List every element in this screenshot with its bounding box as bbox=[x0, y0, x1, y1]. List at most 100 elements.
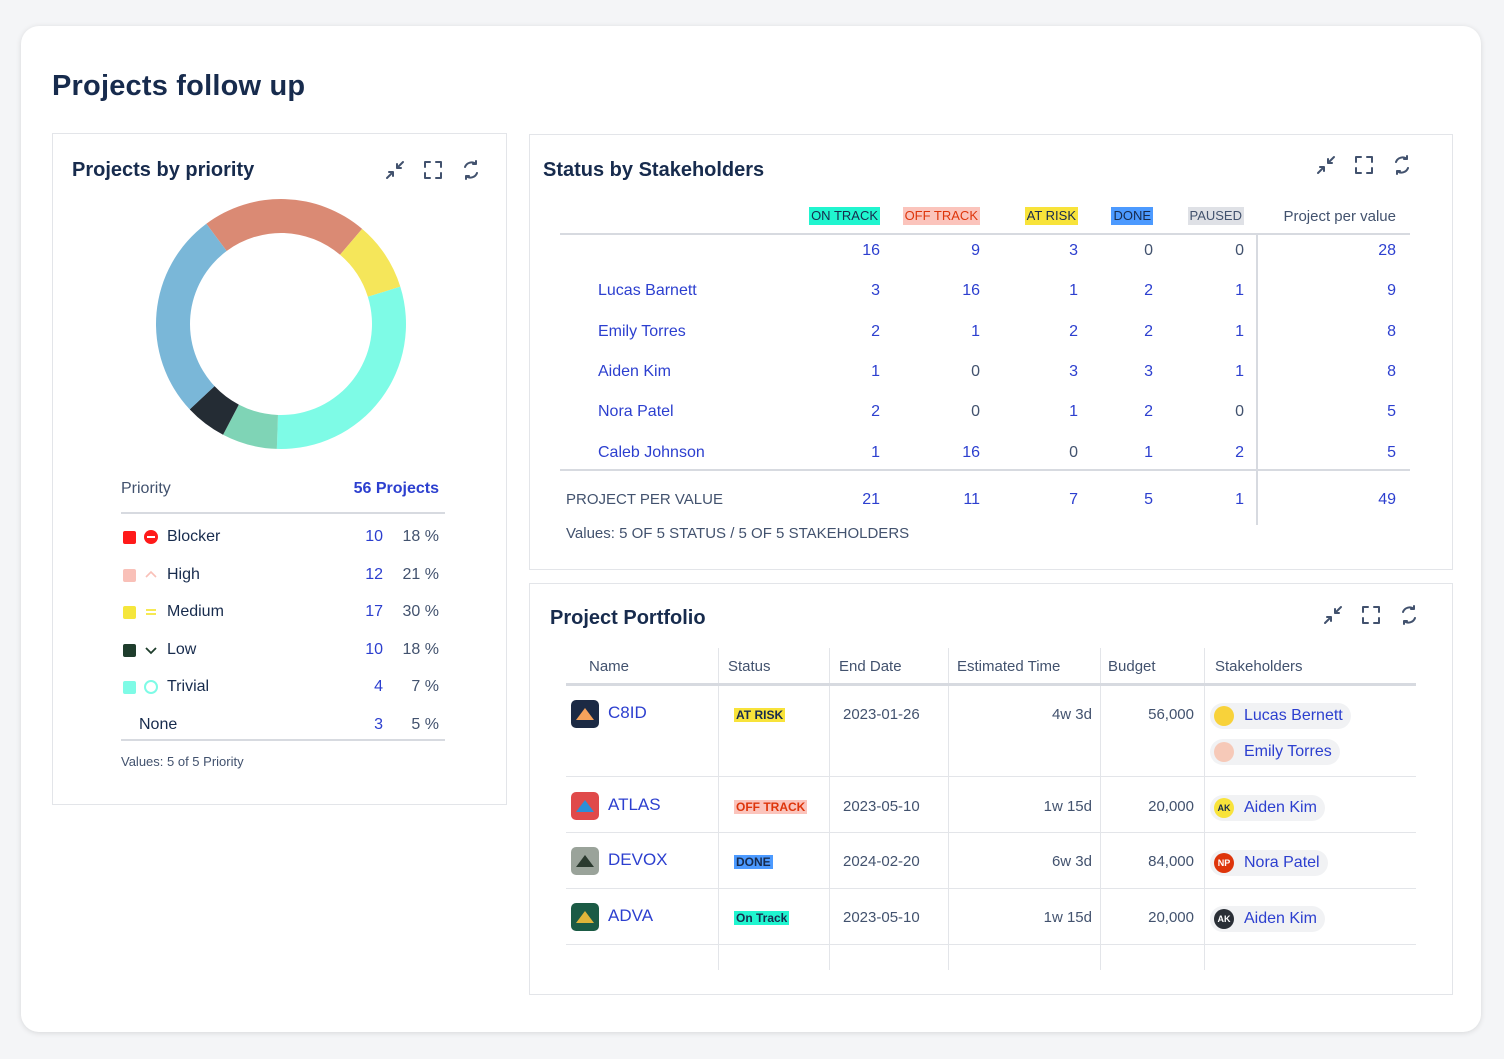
donut-segment-trivial[interactable] bbox=[276, 286, 406, 450]
stakeholder-value[interactable]: 1 bbox=[871, 362, 880, 380]
stakeholder-chip[interactable]: AK Aiden Kim bbox=[1210, 795, 1325, 821]
stakeholder-chip[interactable]: NP Nora Patel bbox=[1210, 850, 1328, 876]
footer-value[interactable]: 5 bbox=[1144, 491, 1153, 508]
stakeholder-value[interactable]: 1 bbox=[871, 443, 880, 461]
stakeholder-value[interactable]: 3 bbox=[871, 282, 880, 300]
stakeholder-value[interactable]: 16 bbox=[962, 282, 980, 300]
priority-row[interactable]: Blocker 10 18 % bbox=[121, 526, 445, 563]
stakeholder-value[interactable]: 2 bbox=[1235, 443, 1244, 461]
donut-segment-low[interactable] bbox=[223, 404, 278, 449]
donut-segment-high[interactable] bbox=[206, 199, 363, 255]
priority-count[interactable]: 17 bbox=[365, 603, 383, 620]
project-name-link[interactable]: ADVA bbox=[608, 906, 654, 925]
priority-count[interactable]: 10 bbox=[365, 528, 383, 545]
footer-value[interactable]: 21 bbox=[862, 491, 880, 508]
stakeholder-name[interactable]: Aiden Kim bbox=[598, 362, 671, 380]
stakeholder-value[interactable]: 2 bbox=[1144, 282, 1153, 300]
column-header[interactable]: Stakeholders bbox=[1215, 658, 1303, 675]
stakeholder-value[interactable]: 3 bbox=[1144, 362, 1153, 380]
stakeholder-value[interactable]: 0 bbox=[971, 362, 980, 380]
stakeholder-value[interactable]: 2 bbox=[1144, 403, 1153, 421]
donut-segment-none[interactable] bbox=[156, 223, 227, 410]
footer-value[interactable]: 7 bbox=[1069, 491, 1078, 508]
refresh-icon[interactable] bbox=[461, 160, 481, 180]
project-name-link[interactable]: DEVOX bbox=[608, 850, 668, 869]
donut-segment-blocker[interactable] bbox=[189, 386, 239, 435]
priority-count[interactable]: 3 bbox=[374, 715, 383, 733]
collapse-icon[interactable] bbox=[1323, 605, 1343, 625]
column-header[interactable]: Name bbox=[589, 658, 630, 675]
priority-row[interactable]: Trivial 4 7 % bbox=[121, 676, 445, 713]
stakeholder-value[interactable]: 1 bbox=[971, 322, 980, 340]
total-value[interactable]: 28 bbox=[1378, 242, 1396, 259]
column-header[interactable]: End Date bbox=[839, 658, 902, 675]
stakeholder-chip[interactable]: Emily Torres bbox=[1210, 739, 1340, 765]
collapse-icon[interactable] bbox=[1316, 155, 1336, 175]
stakeholder-name[interactable]: Emily Torres bbox=[598, 322, 686, 340]
total-projects-link[interactable]: 56 Projects bbox=[353, 480, 439, 497]
column-header[interactable]: Budget bbox=[1108, 658, 1156, 675]
status-header-at-risk[interactable]: AT RISK bbox=[938, 207, 1078, 225]
priority-count[interactable]: 10 bbox=[365, 640, 383, 658]
project-name-link[interactable]: ATLAS bbox=[608, 795, 661, 814]
stakeholder-value[interactable]: 2 bbox=[1144, 322, 1153, 340]
footer-value[interactable]: 49 bbox=[1378, 491, 1396, 508]
stakeholder-chip[interactable]: AK Aiden Kim bbox=[1210, 906, 1325, 932]
stakeholder-value[interactable]: 3 bbox=[1069, 362, 1078, 380]
stakeholder-value[interactable]: 8 bbox=[1387, 362, 1396, 380]
total-value[interactable]: 0 bbox=[1144, 242, 1153, 259]
stakeholder-value[interactable]: 0 bbox=[1069, 443, 1078, 461]
stakeholder-name[interactable]: Nora Patel bbox=[598, 403, 674, 421]
refresh-icon[interactable] bbox=[1399, 605, 1419, 625]
priority-row[interactable]: Medium 17 30 % bbox=[121, 601, 445, 638]
priority-percent: 21 % bbox=[402, 565, 439, 583]
total-value[interactable]: 9 bbox=[971, 242, 980, 259]
status-header-done[interactable]: DONE bbox=[1013, 207, 1153, 225]
stakeholder-value[interactable]: 1 bbox=[1235, 282, 1244, 300]
stakeholder-value[interactable]: 9 bbox=[1387, 282, 1396, 300]
priority-row[interactable]: High 12 21 % bbox=[121, 564, 445, 601]
collapse-icon[interactable] bbox=[385, 160, 405, 180]
status-header-on-track[interactable]: ON TRACK bbox=[740, 207, 880, 225]
stakeholder-value[interactable]: 8 bbox=[1387, 322, 1396, 340]
stakeholder-value[interactable]: 2 bbox=[871, 403, 880, 421]
stakeholder-value[interactable]: 1 bbox=[1235, 322, 1244, 340]
estimated-time: 1w 15d bbox=[1043, 798, 1092, 815]
priority-count[interactable]: 4 bbox=[374, 678, 383, 695]
footer-value[interactable]: 1 bbox=[1235, 491, 1244, 508]
total-value[interactable]: 3 bbox=[1069, 242, 1078, 259]
total-value[interactable]: 16 bbox=[862, 242, 880, 259]
divider bbox=[560, 233, 1410, 235]
priority-count[interactable]: 12 bbox=[365, 565, 383, 583]
priority-row[interactable]: None 3 5 % bbox=[121, 714, 445, 751]
stakeholder-value[interactable]: 16 bbox=[962, 443, 980, 461]
stakeholder-value[interactable]: 5 bbox=[1387, 403, 1396, 421]
fullscreen-icon[interactable] bbox=[423, 160, 443, 180]
stakeholder-value[interactable]: 1 bbox=[1069, 403, 1078, 421]
column-header[interactable]: Estimated Time bbox=[957, 658, 1061, 675]
stakeholder-name[interactable]: Caleb Johnson bbox=[598, 443, 705, 461]
stakeholder-value[interactable]: 2 bbox=[1069, 322, 1078, 340]
stakeholder-value[interactable]: 0 bbox=[1235, 403, 1244, 421]
donut-segment-medium[interactable] bbox=[340, 228, 401, 297]
status-header-paused[interactable]: PAUSED bbox=[1104, 207, 1244, 225]
footer-value[interactable]: 11 bbox=[963, 491, 980, 508]
stakeholder-value[interactable]: 1 bbox=[1069, 282, 1078, 300]
column-header[interactable]: Status bbox=[728, 658, 771, 675]
stakeholder-value[interactable]: 1 bbox=[1144, 443, 1153, 461]
stakeholder-value[interactable]: 1 bbox=[1235, 362, 1244, 380]
project-name-link[interactable]: C8ID bbox=[608, 703, 647, 722]
stakeholder-chip[interactable]: Lucas Bernett bbox=[1210, 703, 1351, 729]
refresh-icon[interactable] bbox=[1392, 155, 1412, 175]
status-header-off-track[interactable]: OFF TRACK bbox=[840, 207, 980, 225]
end-date: 2023-01-26 bbox=[843, 706, 920, 723]
stakeholder-name[interactable]: Lucas Barnett bbox=[598, 282, 697, 300]
stakeholder-value[interactable]: 0 bbox=[971, 403, 980, 421]
fullscreen-icon[interactable] bbox=[1361, 605, 1381, 625]
stakeholder-value[interactable]: 2 bbox=[871, 322, 880, 340]
total-value[interactable]: 0 bbox=[1235, 242, 1244, 259]
stakeholder-value[interactable]: 5 bbox=[1387, 443, 1396, 461]
estimated-time: 6w 3d bbox=[1051, 853, 1092, 870]
priority-row[interactable]: Low 10 18 % bbox=[121, 639, 445, 676]
fullscreen-icon[interactable] bbox=[1354, 155, 1374, 175]
